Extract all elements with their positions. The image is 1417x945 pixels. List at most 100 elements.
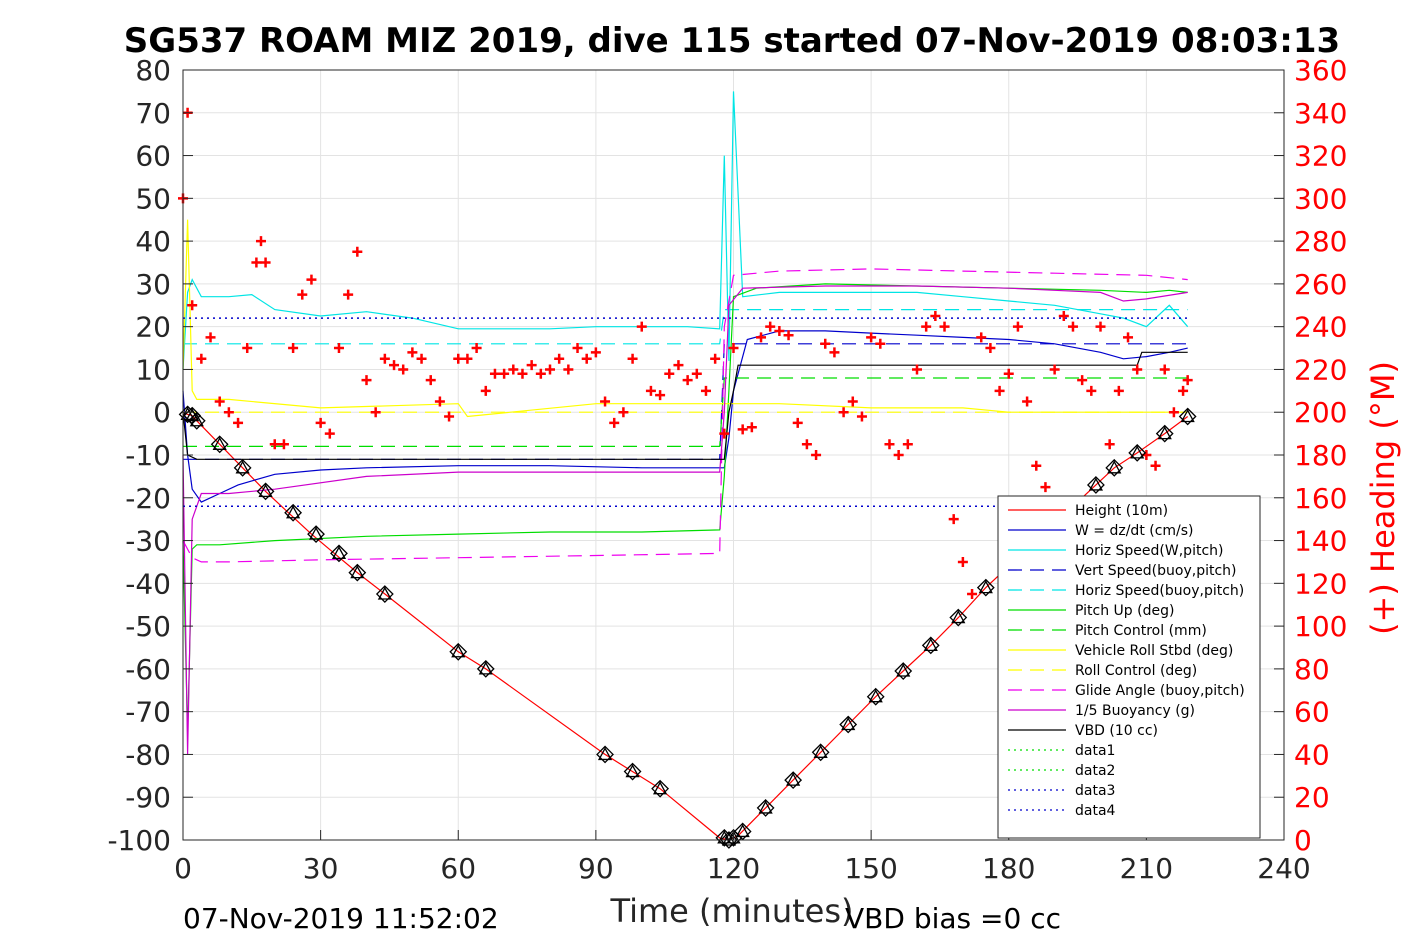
heading-point: [783, 330, 794, 341]
height-marker: [284, 503, 303, 522]
heading-point: [765, 321, 776, 332]
series-line-1: [182, 330, 1188, 503]
tick-label-y: -90: [125, 781, 171, 814]
heading-point: [361, 375, 372, 386]
height-marker: [330, 544, 348, 563]
heading-point: [1150, 460, 1161, 471]
tick-label-y2: 260: [1294, 268, 1347, 301]
heading-point: [1159, 364, 1170, 375]
heading-point: [517, 368, 528, 379]
legend-label: VBD (10 cc): [1075, 723, 1158, 739]
series-line-0: [182, 411, 1189, 841]
heading-point: [444, 411, 455, 422]
heading-point: [196, 353, 207, 364]
heading-point: [1132, 364, 1143, 375]
tick-label-x: 90: [578, 852, 614, 885]
series-layer: [182, 91, 1189, 841]
tick-label-y2: 20: [1294, 781, 1330, 814]
legend-label: Vert Speed(buoy,pitch): [1075, 563, 1237, 579]
heading-point: [820, 338, 831, 349]
height-marker: [1128, 443, 1147, 462]
heading-point: [856, 411, 867, 422]
height-marker: [949, 608, 968, 627]
tick-label-y2: 60: [1294, 696, 1330, 729]
height-marker: [623, 762, 642, 781]
heading-series: [178, 107, 1193, 600]
tick-label-y: 20: [135, 311, 171, 344]
heading-point: [251, 257, 262, 268]
heading-point: [756, 332, 767, 343]
tick-label-y2: 280: [1294, 225, 1347, 258]
heading-point: [939, 321, 950, 332]
heading-point: [618, 407, 629, 418]
chart-title: SG537 ROAM MIZ 2019, dive 115 started 07…: [124, 21, 1340, 61]
legend-label: Pitch Control (mm): [1075, 623, 1207, 639]
legend: Height (10m) W = dz/dt (cm/s) Horiz Speed(…: [997, 495, 1261, 839]
heading-point: [838, 407, 849, 418]
heading-point: [1182, 375, 1193, 386]
heading-point: [343, 289, 354, 300]
heading-point: [370, 407, 381, 418]
heading-point: [700, 385, 711, 396]
heading-point: [1123, 332, 1134, 343]
heading-point: [985, 343, 996, 354]
heading-point: [425, 375, 436, 386]
heading-point: [590, 347, 601, 358]
heading-point: [682, 375, 693, 386]
heading-point: [416, 353, 427, 364]
tick-label-y: 0: [153, 396, 171, 429]
heading-point: [545, 364, 555, 375]
heading-point: [1168, 407, 1179, 418]
tick-label-y: -50: [125, 610, 171, 643]
height-marker: [894, 662, 913, 680]
heading-point: [288, 343, 299, 354]
tick-label-y: 10: [135, 353, 171, 386]
tick-label-y: -60: [125, 653, 171, 686]
heading-point: [333, 343, 344, 354]
heading-point: [967, 589, 978, 600]
heading-point: [315, 417, 326, 428]
tick-label-y: -20: [125, 482, 171, 515]
legend-label: data3: [1075, 783, 1115, 799]
heading-point: [636, 321, 647, 332]
tick-label-x: 180: [982, 852, 1035, 885]
heading-point: [1022, 396, 1033, 407]
heading-point: [453, 353, 464, 364]
heading-point: [269, 439, 280, 450]
legend-label: W = dz/dt (cm/s): [1075, 523, 1194, 539]
heading-point: [737, 424, 748, 435]
height-marker: [233, 458, 252, 477]
tick-label-y: -70: [125, 696, 171, 729]
tick-label-y2: 0: [1294, 824, 1312, 857]
height-marker: [866, 687, 885, 706]
heading-point: [434, 396, 445, 407]
heading-point: [508, 364, 519, 375]
tick-label-y2: 360: [1294, 54, 1347, 87]
heading-point: [792, 417, 803, 428]
heading-point: [1113, 385, 1124, 396]
tick-label-x: 120: [707, 852, 760, 885]
heading-point: [1058, 310, 1069, 321]
heading-point: [902, 439, 913, 450]
heading-point: [407, 347, 418, 358]
heading-point: [801, 439, 812, 450]
series-line-6: [183, 377, 1188, 447]
heading-point: [957, 556, 968, 567]
height-marker: [596, 745, 614, 764]
footer-vbd-bias: VBD bias =0 cc: [845, 902, 1061, 935]
height-marker: [811, 743, 830, 762]
tick-label-y2: 40: [1294, 738, 1330, 771]
heading-point: [214, 396, 225, 407]
heading-point: [645, 385, 656, 396]
heading-point: [948, 514, 959, 525]
heading-point: [260, 257, 271, 268]
tick-label-y2: 240: [1294, 311, 1347, 344]
heading-point: [746, 422, 757, 433]
tick-label-y: -40: [125, 567, 171, 600]
heading-point: [480, 385, 491, 396]
series-line-4: [183, 309, 1188, 345]
tick-label-y2: 220: [1294, 353, 1347, 386]
heading-point: [829, 347, 840, 358]
heading-point: [471, 343, 482, 354]
tick-label-y: -30: [125, 525, 171, 558]
